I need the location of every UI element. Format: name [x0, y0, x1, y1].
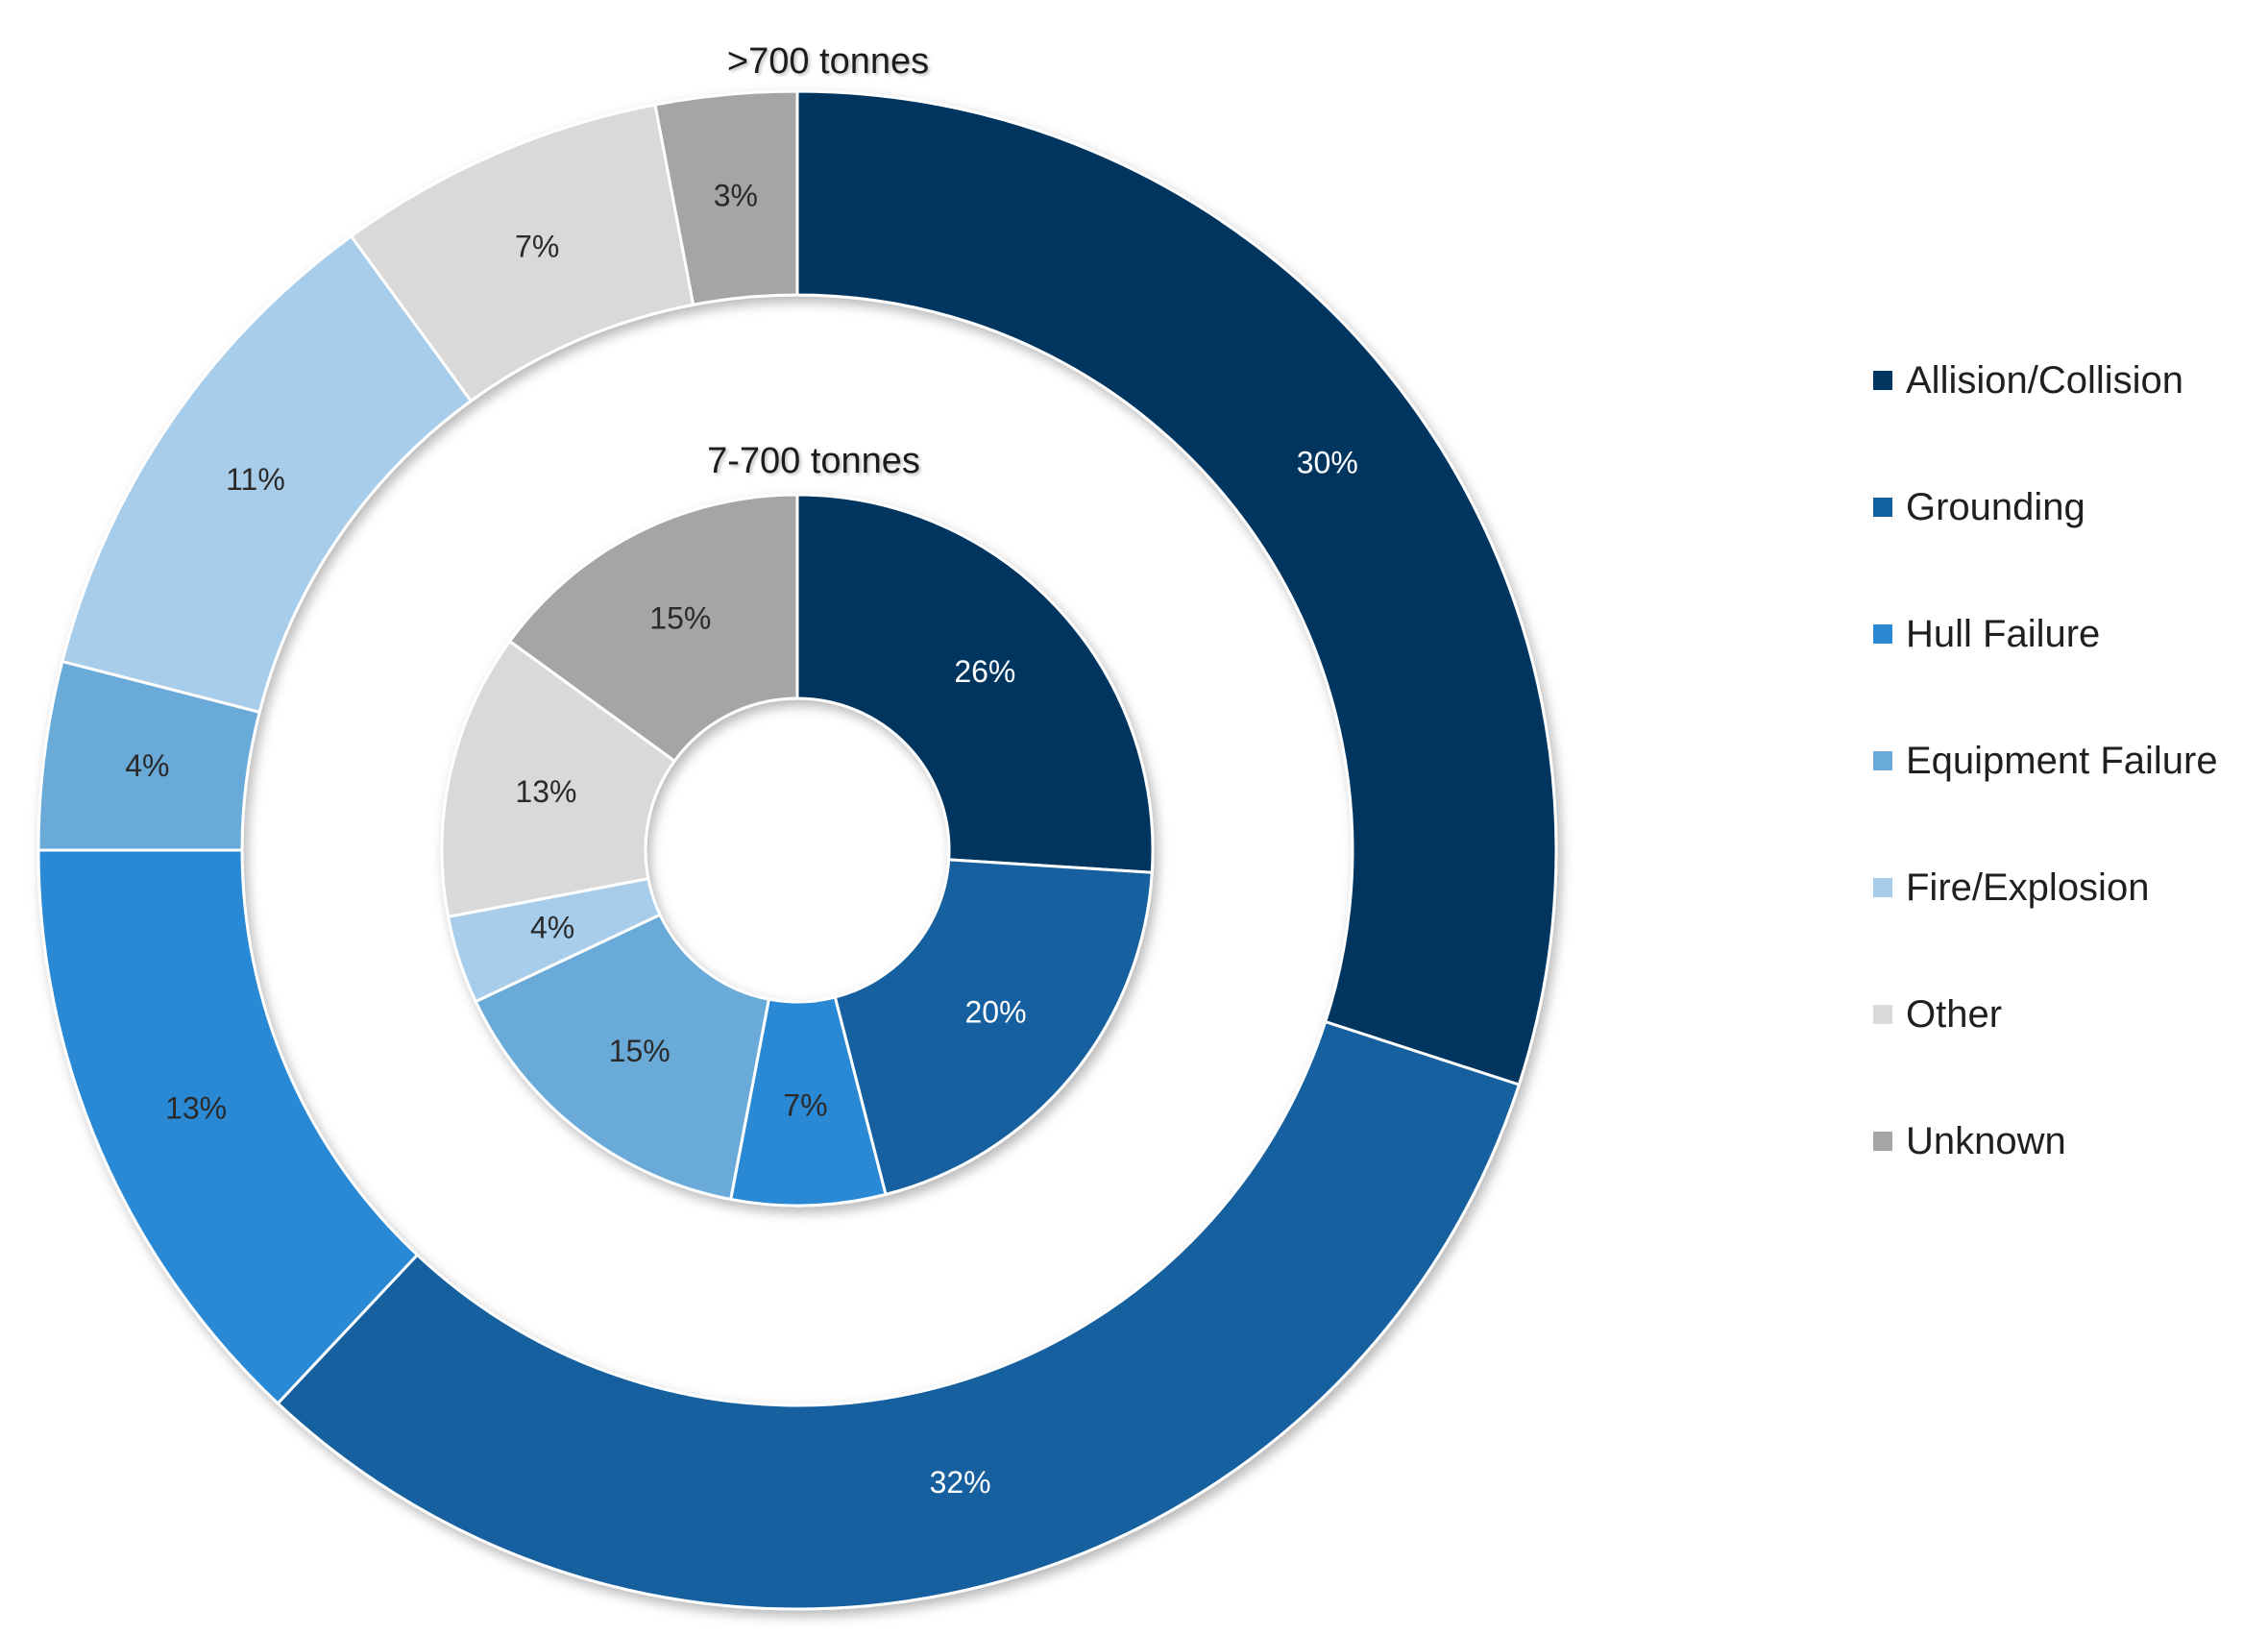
inner-ring-title: 7-700 tonnes — [707, 441, 920, 481]
legend-label: Fire/Explosion — [1906, 866, 2150, 909]
outer-label-other: 7% — [515, 230, 559, 264]
legend-item: Unknown — [1873, 1078, 2257, 1205]
inner-label-allision-collision: 26% — [954, 654, 1015, 689]
inner-slice-other — [440, 639, 677, 919]
outer-slice-unknown — [653, 89, 799, 306]
outer-label-hull-failure: 13% — [165, 1090, 227, 1125]
inner-ring — [440, 493, 1155, 1208]
legend-label: Other — [1906, 992, 2003, 1036]
inner-slice-allision-collision — [795, 493, 1155, 874]
slice-labels: 30% 32% 13% 4% 11% 7% 3% 26% 20% 7% 15% 4% 13% 15% — [125, 178, 1358, 1500]
legend-item: Grounding — [1873, 444, 2257, 571]
outer-label-equipment-failure: 4% — [125, 748, 169, 783]
inner-label-fire-explosion: 4% — [530, 910, 574, 944]
legend-swatch — [1873, 1132, 1892, 1151]
legend-swatch — [1873, 1005, 1892, 1024]
outer-ring — [37, 89, 1558, 1611]
inner-slice-equipment-failure — [474, 913, 771, 1202]
inner-slice-grounding — [833, 858, 1154, 1197]
legend-swatch — [1873, 751, 1892, 770]
inner-label-equipment-failure: 15% — [609, 1034, 671, 1068]
legend-label: Unknown — [1906, 1119, 2066, 1162]
legend-label: Grounding — [1906, 485, 2085, 528]
legend-item: Allision/Collision — [1873, 317, 2257, 444]
outer-label-allision-collision: 30% — [1297, 446, 1358, 480]
legend-swatch — [1873, 371, 1892, 390]
legend-item: Hull Failure — [1873, 571, 2257, 697]
inner-label-hull-failure: 7% — [783, 1087, 827, 1122]
inner-label-grounding: 20% — [964, 994, 1026, 1029]
outer-label-fire-explosion: 11% — [226, 462, 285, 497]
legend-swatch — [1873, 624, 1892, 644]
legend-item: Fire/Explosion — [1873, 824, 2257, 951]
legend-item: Other — [1873, 951, 2257, 1078]
legend-item: Equipment Failure — [1873, 697, 2257, 824]
inner-slice-unknown — [507, 493, 799, 764]
outer-slice-grounding — [276, 1019, 1522, 1611]
outer-label-unknown: 3% — [714, 178, 758, 212]
legend-swatch — [1873, 878, 1892, 897]
legend: Allision/Collision Grounding Hull Failure E… — [1873, 317, 2257, 1205]
outer-slice-allision-collision — [795, 89, 1558, 1087]
inner-label-other: 13% — [515, 774, 576, 809]
outer-ring-title: >700 tonnes — [727, 41, 929, 82]
legend-label: Equipment Failure — [1906, 739, 2218, 782]
legend-label: Allision/Collision — [1906, 358, 2184, 402]
outer-label-grounding: 32% — [930, 1465, 991, 1500]
inner-label-unknown: 15% — [649, 601, 711, 636]
legend-swatch — [1873, 498, 1892, 517]
legend-label: Hull Failure — [1906, 612, 2101, 655]
